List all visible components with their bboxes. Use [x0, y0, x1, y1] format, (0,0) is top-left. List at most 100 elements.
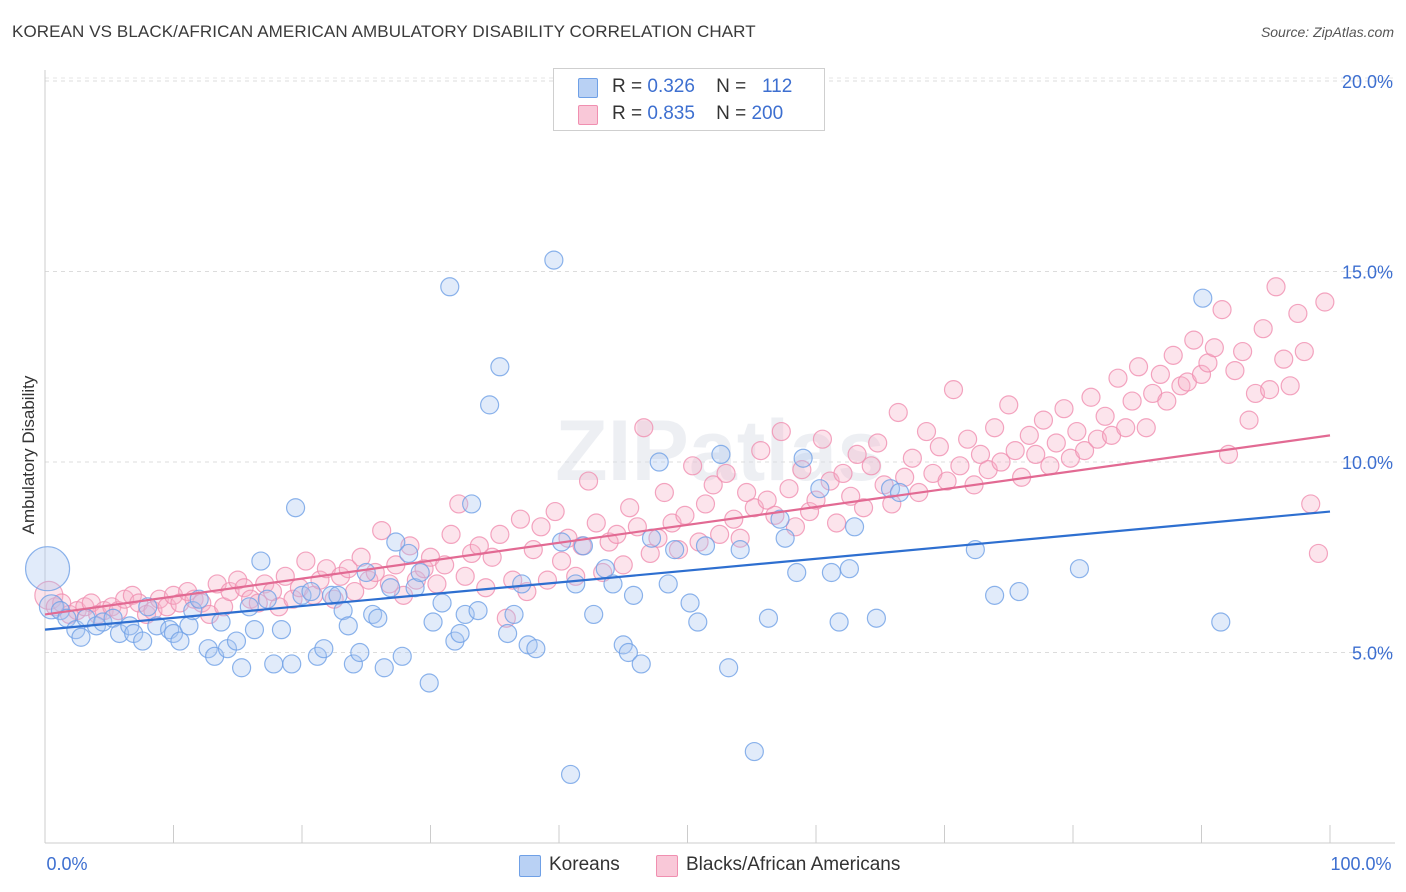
koreans-point-98 [787, 562, 807, 583]
koreans-point-35 [285, 498, 306, 518]
legend-n-value: 112 [762, 76, 793, 97]
blacks-point-56 [427, 574, 447, 594]
blacks-point-95 [695, 494, 716, 514]
koreans-point-111 [1069, 559, 1090, 579]
koreans-point-57 [423, 612, 443, 632]
koreans-point-28 [239, 597, 259, 617]
blacks-point-122 [882, 494, 902, 514]
blacks-point-135 [970, 444, 991, 465]
blacks-point-71 [531, 517, 551, 537]
koreans-point-24 [211, 612, 231, 632]
blacks-point-152 [1087, 429, 1108, 449]
koreans-point-101 [821, 562, 842, 583]
koreans-point-89 [688, 612, 708, 632]
blacks-point-140 [1005, 440, 1025, 461]
watermark: ZIPatlas [555, 403, 885, 499]
koreans-point-96 [770, 509, 790, 529]
koreans-point-47 [363, 604, 383, 625]
koreans-point-112 [1193, 288, 1213, 308]
blacks-point-118 [853, 498, 874, 518]
trend-lines [44, 434, 1331, 631]
blacks-point-172 [1225, 360, 1245, 381]
blacks-point-101 [737, 482, 757, 503]
blacks-point-78 [578, 471, 599, 491]
koreans-point-103 [839, 559, 860, 579]
koreans-point-63 [462, 494, 482, 514]
blacks-point-167 [1191, 364, 1212, 384]
blacks-point-119 [861, 456, 881, 476]
koreans-point-44 [343, 654, 363, 674]
blacks-point-137 [985, 418, 1005, 438]
blacks-point-111 [806, 490, 826, 510]
koreans-point-14 [138, 597, 158, 617]
koreans-point-65 [480, 395, 500, 415]
koreans-point-69 [512, 574, 532, 594]
blacks-point-112 [812, 429, 833, 449]
blacks-point-65 [490, 524, 510, 545]
koreans-point-32 [264, 654, 284, 674]
series-legend: Koreans Blacks/African Americans [0, 852, 1406, 878]
blacks-point-162 [1157, 391, 1177, 411]
blacks-point-156 [1116, 418, 1136, 438]
blacks-point-138 [991, 452, 1011, 472]
blacks-point-179 [1274, 349, 1294, 369]
blacks-point-79 [586, 513, 606, 533]
koreans-point-84 [641, 528, 662, 548]
koreans-point-93 [730, 540, 750, 560]
y-tick-labels: 5.0% 10.0% 15.0% 20.0% [1342, 72, 1393, 663]
blacks-point-107 [779, 479, 799, 499]
koreans-point-13 [133, 631, 153, 651]
koreans-point-104 [844, 517, 865, 537]
blacks-point-100 [730, 528, 750, 548]
koreans-point-39 [314, 639, 334, 659]
koreans-point-75 [566, 574, 586, 594]
legend-n-label: N = [716, 103, 747, 124]
koreans-point-64 [468, 601, 488, 621]
blacks-point-114 [826, 513, 847, 533]
legend-swatch-koreans [519, 855, 541, 877]
blacks-point-127 [916, 421, 937, 442]
blacks-point-133 [958, 429, 978, 449]
koreans-point-85 [649, 452, 669, 472]
blacks-point-181 [1288, 303, 1308, 324]
blacks-point-151 [1081, 387, 1101, 407]
blacks-point-146 [1046, 433, 1066, 453]
y-tick-label-2: 15.0% [1342, 263, 1393, 283]
blacks-point-48 [372, 520, 392, 541]
koreans-point-15 [147, 616, 167, 636]
koreans-point-48 [368, 608, 388, 628]
blacks-point-174 [1239, 410, 1259, 430]
blacks-point-12 [122, 585, 142, 605]
blacks-point-93 [683, 456, 703, 476]
blacks-point-70 [523, 540, 543, 560]
blacks-point-83 [613, 555, 633, 575]
blacks-point-117 [847, 444, 867, 465]
legend-r-value: 0.326 [647, 76, 695, 97]
blacks-point-87 [640, 543, 660, 564]
koreans-point-10 [109, 623, 130, 644]
blacks-point-184 [1308, 543, 1329, 564]
blacks-point-180 [1280, 376, 1300, 396]
koreans-point-94 [744, 741, 764, 762]
koreans-point-56 [419, 673, 439, 693]
koreans-point-81 [618, 642, 638, 663]
legend-swatch-blacks [656, 855, 678, 877]
koreans-point-8 [93, 612, 113, 632]
koreans-point-68 [504, 604, 524, 625]
blacks-point-84 [620, 498, 640, 518]
blacks-point-163 [1163, 345, 1183, 365]
grid-lines [45, 77, 1395, 654]
trend-line-blacks [44, 434, 1331, 616]
y-tick-label-1: 10.0% [1342, 453, 1393, 473]
koreans-point-30 [251, 551, 271, 571]
blacks-point-170 [1212, 300, 1232, 320]
koreans-point-95 [758, 608, 779, 628]
koreans-point-99 [793, 448, 813, 468]
blacks-point-145 [1040, 456, 1060, 476]
blacks-point-52 [400, 536, 420, 556]
blacks-point-176 [1253, 319, 1273, 339]
blacks-point-92 [675, 505, 695, 525]
koreans-point-97 [775, 528, 795, 548]
koreans-point-66 [490, 357, 510, 377]
legend-n-label: N = [716, 76, 747, 97]
